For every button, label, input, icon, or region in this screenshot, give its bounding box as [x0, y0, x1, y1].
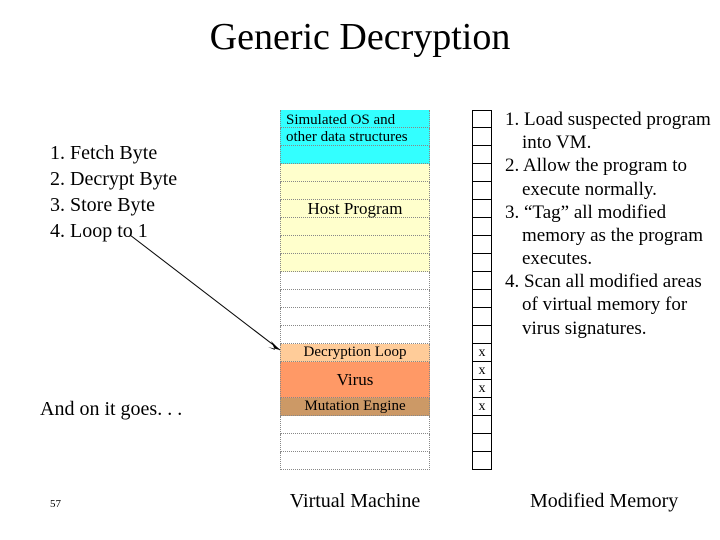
vm-row-host: [280, 182, 430, 200]
left-step-3: 3. Store Byte: [50, 192, 177, 218]
mm-row-marked: x: [472, 344, 492, 362]
modified-memory-stack: x x x x: [472, 110, 492, 470]
vm-row-gap: [280, 308, 430, 326]
arrow-line: [130, 235, 285, 360]
right-step-1: 1. Load suspected program into VM.: [505, 108, 720, 154]
left-step-2: 2. Decrypt Byte: [50, 166, 177, 192]
mm-row: [472, 326, 492, 344]
decryption-loop-label: Decryption Loop: [304, 344, 407, 361]
vm-row-virus: Virus: [280, 362, 430, 398]
vm-row-host: [280, 218, 430, 236]
vm-row-gap: [280, 434, 430, 452]
mm-row: [472, 164, 492, 182]
mm-row: [472, 128, 492, 146]
right-step-3: 3. “Tag” all modified memory as the prog…: [505, 201, 720, 271]
mm-row: [472, 200, 492, 218]
right-steps: 1. Load suspected program into VM. 2. Al…: [505, 108, 720, 340]
vm-row-gap: [280, 416, 430, 434]
vm-row-mutation-engine: Mutation Engine: [280, 398, 430, 416]
vm-row-host: [280, 164, 430, 182]
vm-row-gap: [280, 272, 430, 290]
vm-row-host: [280, 236, 430, 254]
mm-row: [472, 452, 492, 470]
mm-row-marked: x: [472, 398, 492, 416]
mm-row: [472, 146, 492, 164]
left-step-1: 1. Fetch Byte: [50, 140, 177, 166]
mm-row: [472, 416, 492, 434]
mm-row: [472, 254, 492, 272]
slide-number: 57: [50, 498, 61, 510]
mm-row: [472, 218, 492, 236]
mm-row: [472, 236, 492, 254]
host-program-label: Host Program: [308, 199, 403, 219]
mm-row: [472, 182, 492, 200]
mm-row: [472, 110, 492, 128]
right-step-4: 4. Scan all modified areas of virtual me…: [505, 270, 720, 340]
vm-row-gap: [280, 452, 430, 470]
slide-title: Generic Decryption: [0, 15, 720, 59]
mm-row: [472, 272, 492, 290]
virus-label: Virus: [337, 370, 374, 390]
mutation-engine-label: Mutation Engine: [304, 398, 405, 415]
mm-row: [472, 434, 492, 452]
right-step-2: 2. Allow the program to execute normally…: [505, 154, 720, 200]
mm-row-marked: x: [472, 362, 492, 380]
virtual-machine-stack: Simulated OS and other data structures H…: [280, 110, 430, 480]
left-steps: 1. Fetch Byte 2. Decrypt Byte 3. Store B…: [50, 140, 177, 244]
os-label: Simulated OS and other data structures: [286, 112, 426, 147]
vm-caption: Virtual Machine: [280, 490, 430, 513]
vm-row-host: [280, 254, 430, 272]
mm-caption: Modified Memory: [530, 490, 678, 513]
vm-row-host-label: Host Program: [280, 200, 430, 218]
mm-row-marked: x: [472, 380, 492, 398]
mm-row: [472, 290, 492, 308]
vm-row-os: [280, 146, 430, 164]
vm-row-gap: [280, 326, 430, 344]
goes-on-text: And on it goes. . .: [40, 398, 182, 421]
vm-row-decryption-loop: Decryption Loop: [280, 344, 430, 362]
mm-row: [472, 308, 492, 326]
vm-row-gap: [280, 290, 430, 308]
